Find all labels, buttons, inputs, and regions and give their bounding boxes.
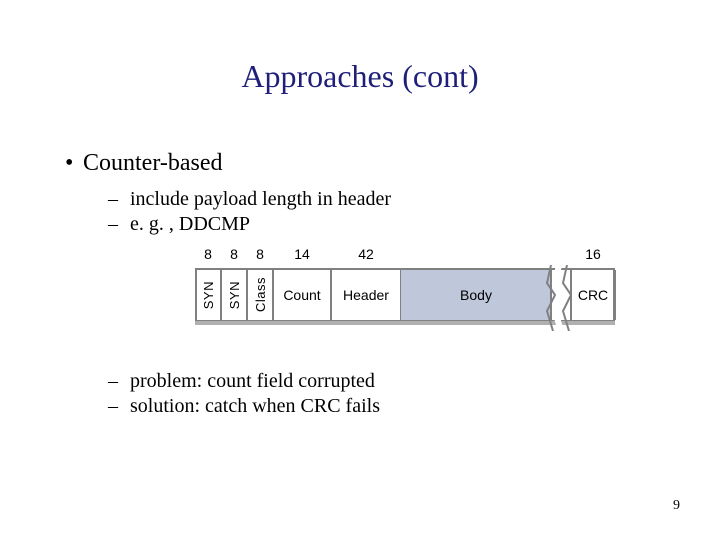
page-number: 9 — [673, 498, 680, 514]
bit-width-label: 8 — [221, 246, 247, 262]
bit-width-label: 14 — [273, 246, 331, 262]
field-label: CRC — [578, 287, 608, 303]
field-count: Count — [273, 270, 331, 320]
bit-width-label: 16 — [571, 246, 615, 262]
sub-bullet-1: –include payload length in header — [108, 188, 391, 211]
bit-width-label: 8 — [195, 246, 221, 262]
bullet-counter-based: •Counter-based — [65, 150, 222, 177]
bullet-marker: • — [65, 150, 83, 177]
frame-diagram: 888144216 SYNSYNClassCountHeaderBodyCRC — [195, 246, 615, 336]
dash-marker: – — [108, 370, 130, 393]
field-label: SYN — [227, 281, 242, 309]
field-separator — [613, 270, 615, 320]
sub-bullet-2: –e. g. , DDCMP — [108, 213, 250, 236]
dash-marker: – — [108, 213, 130, 236]
field-syn: SYN — [195, 270, 221, 320]
bullet-text: Counter-based — [83, 150, 222, 176]
field-class: Class — [247, 270, 273, 320]
sub-text: solution: catch when CRC fails — [130, 395, 380, 417]
bit-width-label: 8 — [247, 246, 273, 262]
bit-width-label: 42 — [331, 246, 401, 262]
sub-text: problem: count field corrupted — [130, 370, 375, 392]
field-syn: SYN — [221, 270, 247, 320]
sub-text: e. g. , DDCMP — [130, 213, 250, 235]
dash-marker: – — [108, 395, 130, 418]
dash-marker: – — [108, 188, 130, 211]
sub-text: include payload length in header — [130, 188, 391, 210]
slide-title: Approaches (cont) — [0, 58, 720, 95]
field-label: Header — [343, 287, 389, 303]
sub-bullet-3: –problem: count field corrupted — [108, 370, 375, 393]
frame-body: SYN SYN Class Count Header Body CRC — [195, 268, 615, 322]
field-label: Count — [283, 287, 320, 303]
field-body: Body — [401, 270, 551, 320]
field-label: Body — [460, 287, 492, 303]
field-label: Class — [253, 277, 268, 312]
field-crc: CRC — [571, 270, 615, 320]
sub-bullet-4: –solution: catch when CRC fails — [108, 395, 380, 418]
slide: Approaches (cont) •Counter-based –includ… — [0, 0, 720, 540]
field-header: Header — [331, 270, 401, 320]
field-label: SYN — [201, 281, 216, 309]
